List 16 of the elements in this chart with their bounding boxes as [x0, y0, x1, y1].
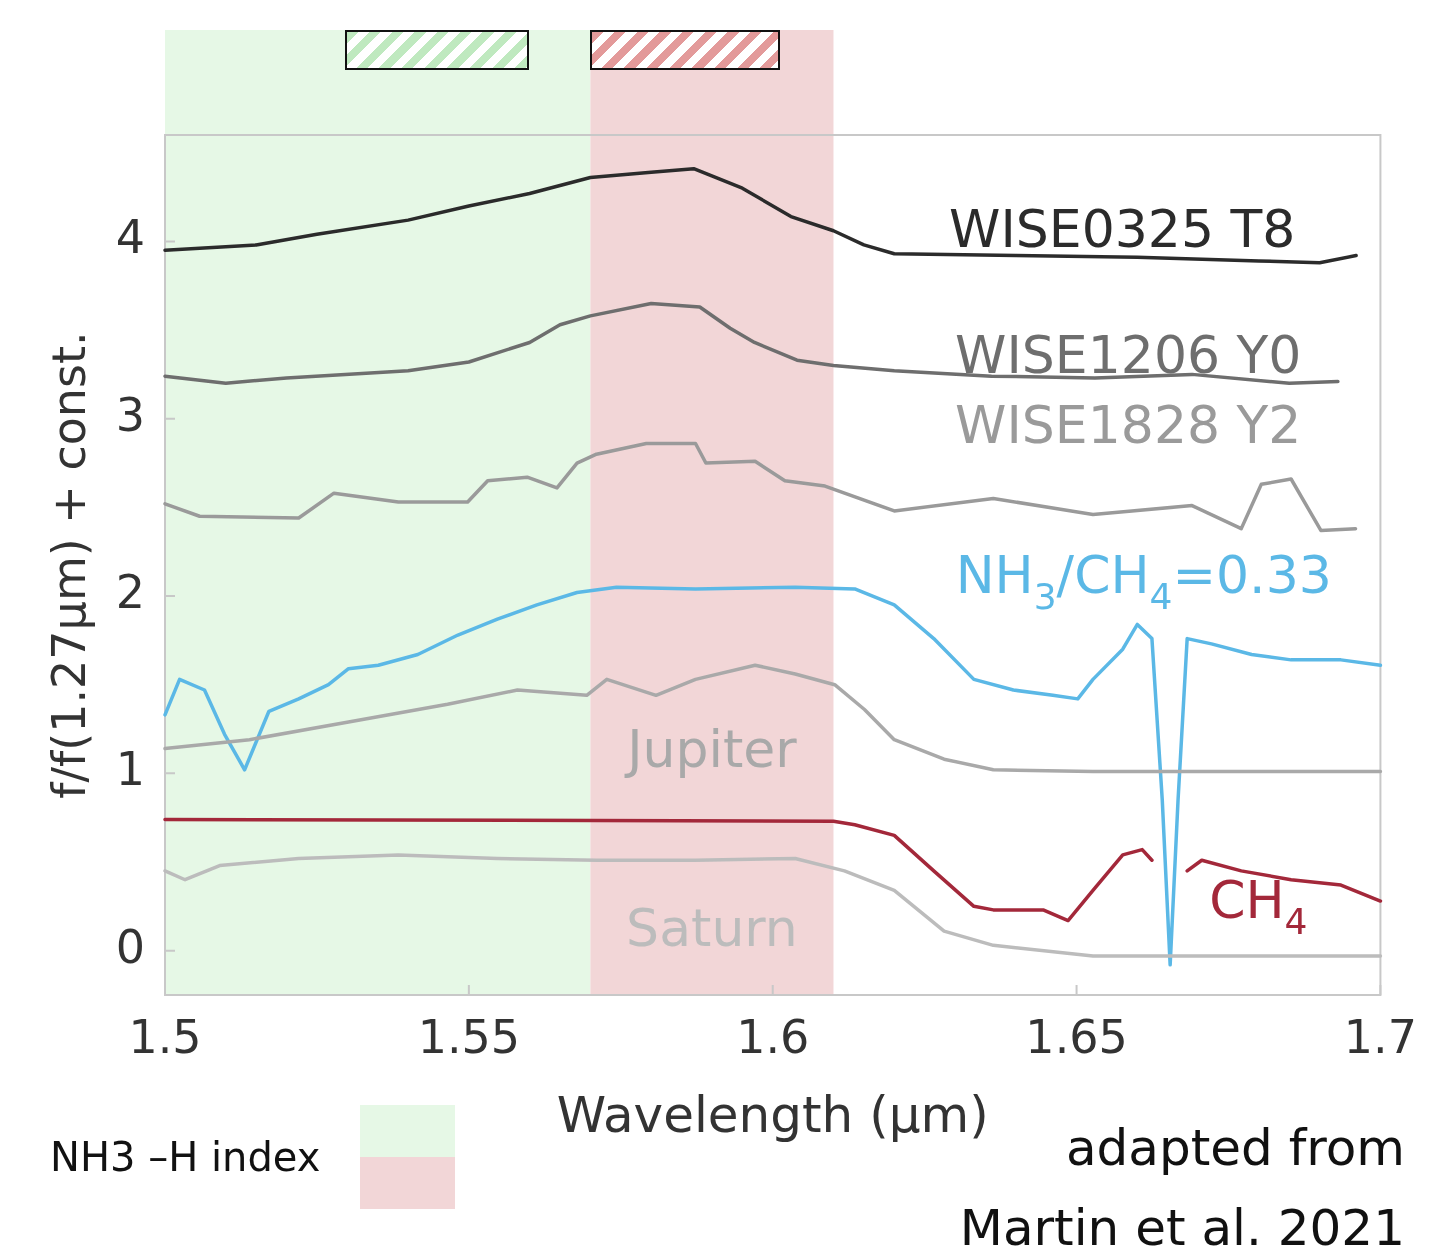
x-tick-label: 1.7 [1343, 1009, 1417, 1064]
series-label: WISE1828 Y2 [955, 394, 1302, 455]
series-label: WISE0325 T8 [949, 199, 1296, 260]
x-tick-label: 1.5 [128, 1009, 202, 1064]
y-tick-label: 4 [115, 210, 145, 265]
y-tick-label: 0 [115, 919, 145, 974]
text: NH3 –H index [50, 1134, 321, 1180]
x-tick-label: 1.55 [417, 1009, 521, 1064]
x-tick-label: 1.65 [1025, 1009, 1128, 1064]
y-tick-label: 3 [115, 387, 145, 442]
y-tick-label: 1 [115, 742, 145, 797]
x-tick-label: 1.6 [736, 1009, 810, 1064]
y-axis-title: f/f(1.27μm) + const. [42, 331, 96, 799]
series-label: Jupiter [624, 719, 798, 780]
y-tick-label: 2 [115, 564, 145, 619]
series-label: WISE1206 Y0 [955, 325, 1302, 386]
